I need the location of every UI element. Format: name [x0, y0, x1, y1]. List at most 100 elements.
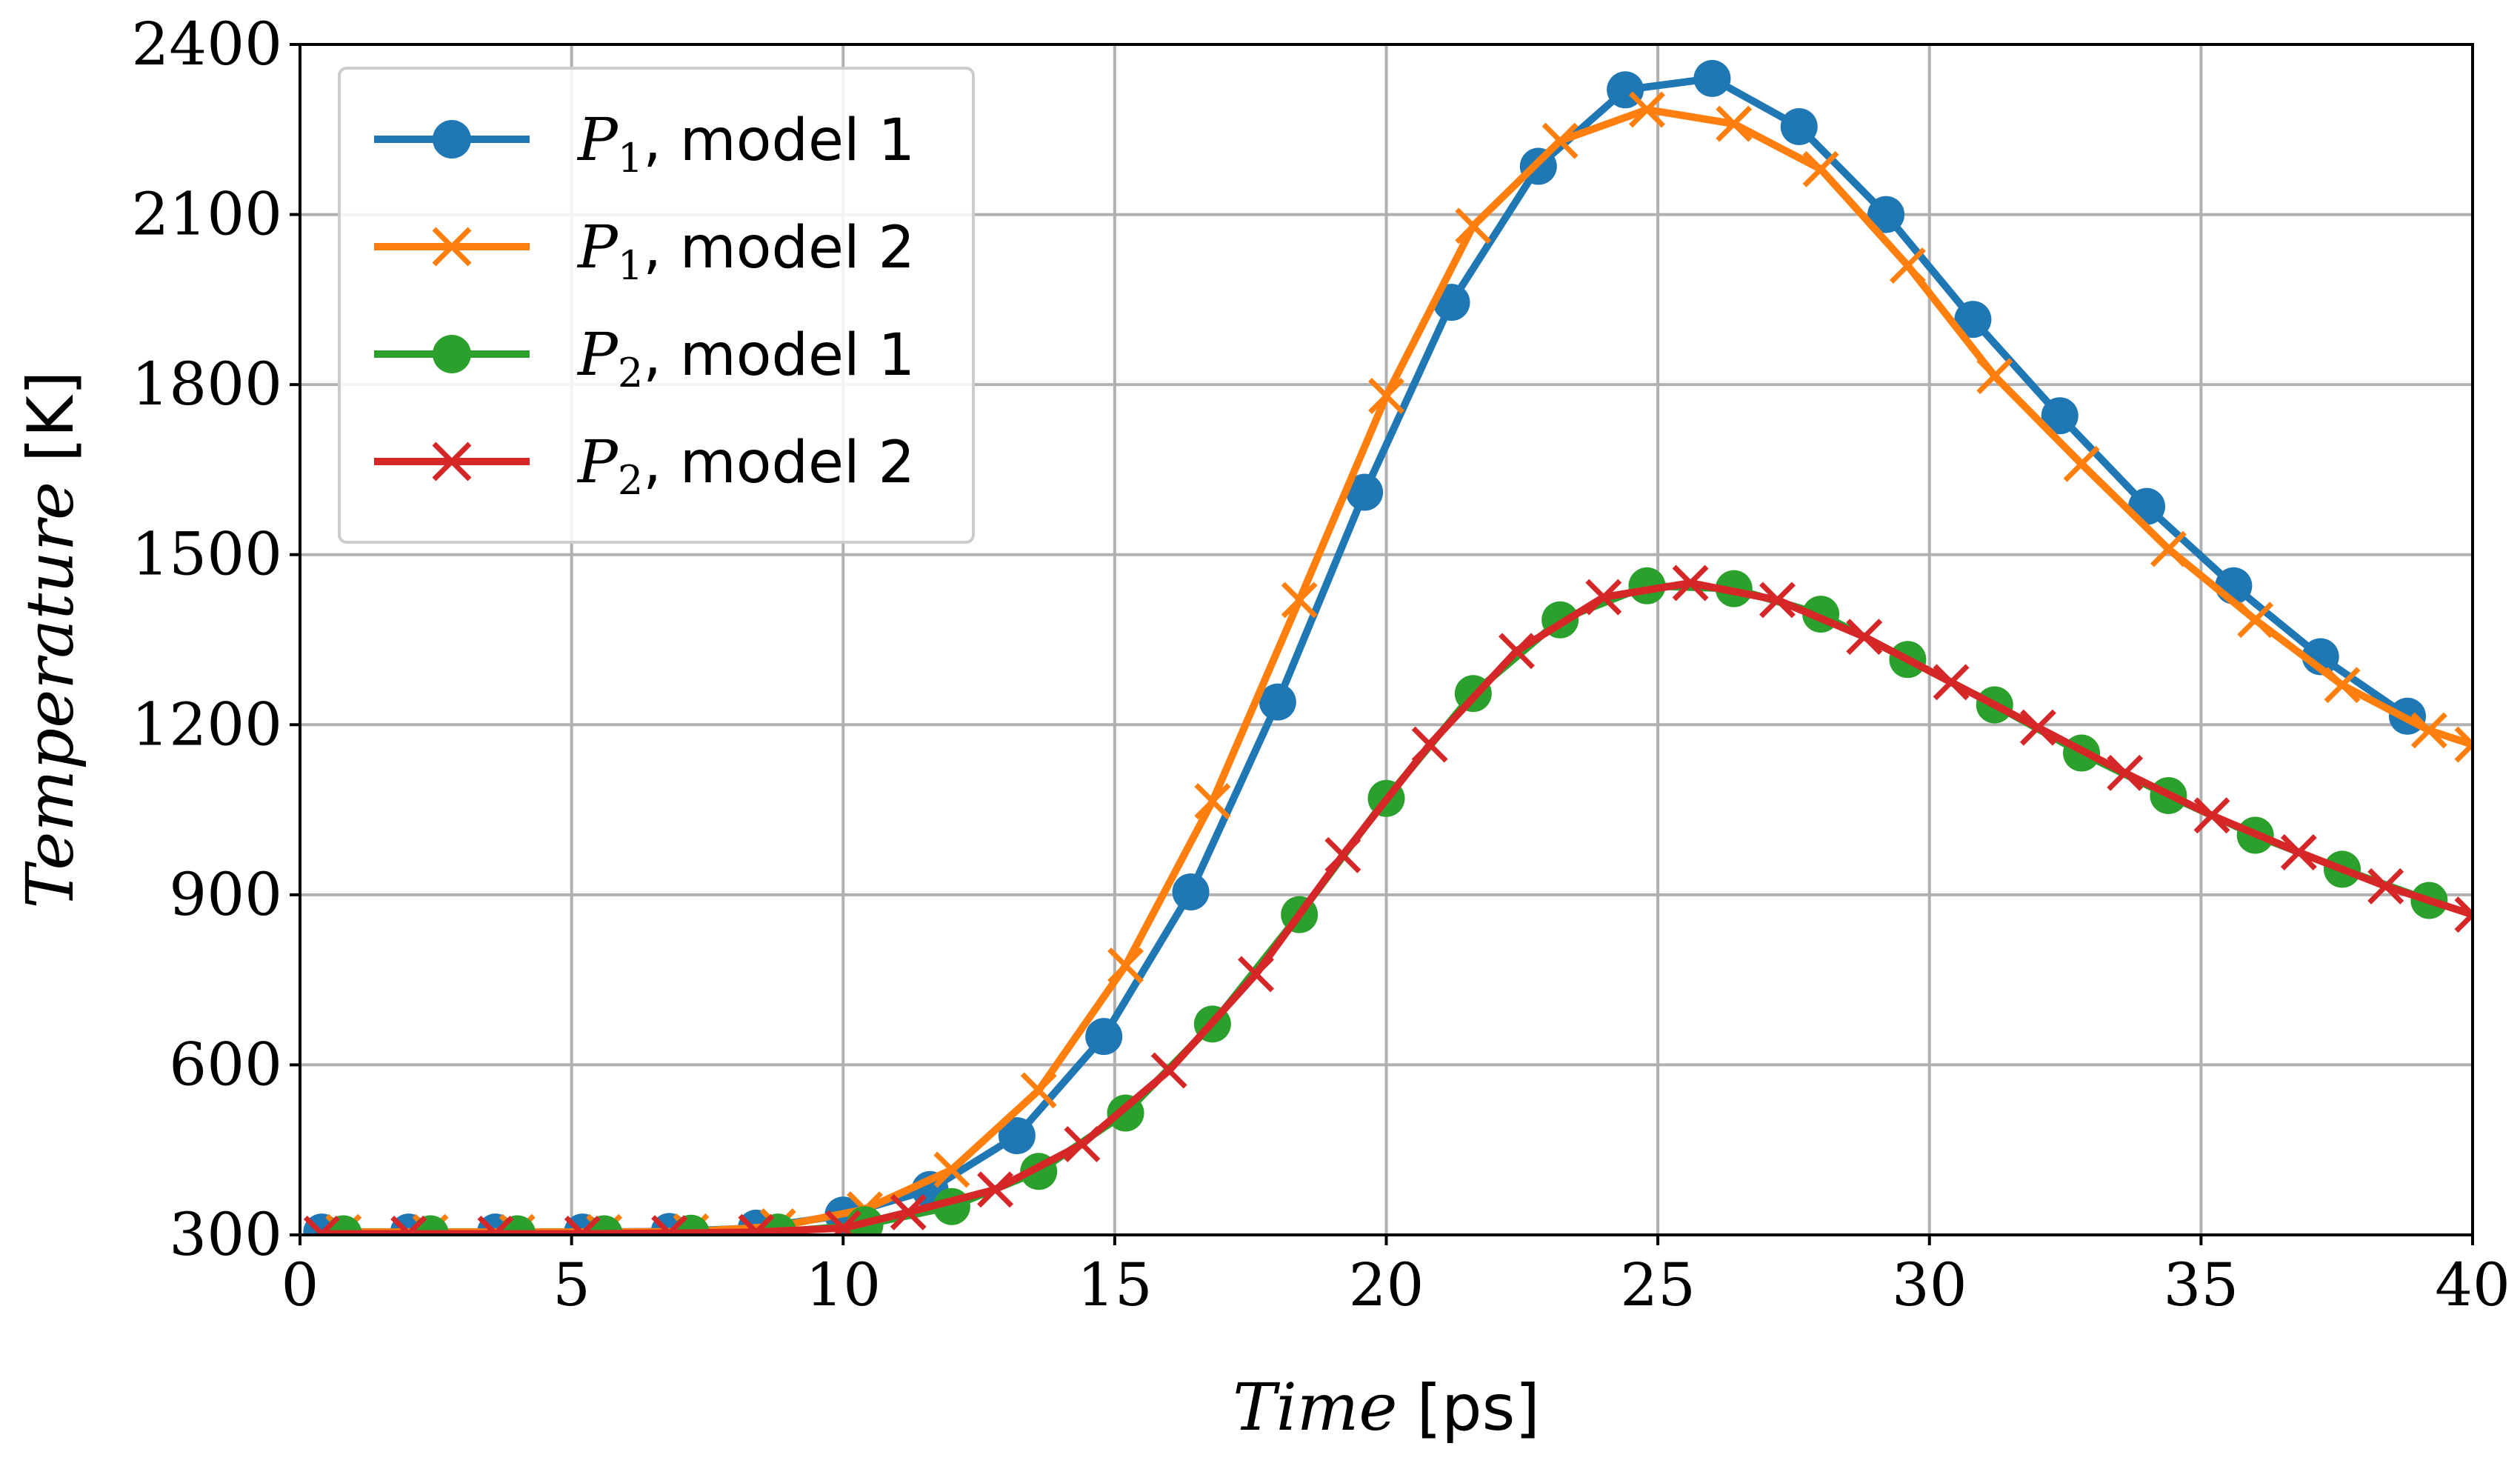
data-point [2041, 397, 2079, 435]
data-point [1172, 873, 1210, 911]
x-tick-label: 10 [805, 1250, 881, 1319]
data-point [1672, 564, 1709, 602]
legend-symbol: P [576, 427, 619, 496]
data-point [1324, 836, 1361, 873]
data-point [824, 1210, 861, 1235]
series-4 [303, 564, 2473, 1235]
data-point [2454, 896, 2473, 933]
y-tick-label: 2400 [131, 10, 282, 79]
x-tick-label: 0 [281, 1250, 319, 1319]
y-axis-label: Temperature [12, 482, 88, 909]
data-point [1846, 619, 1883, 656]
data-point [1693, 59, 1731, 97]
data-point [1759, 582, 1796, 619]
x-tick-label: 40 [2435, 1250, 2510, 1319]
data-point [1368, 377, 1404, 414]
y-axis-unit: [K] [14, 370, 88, 462]
legend-symbol: P [576, 213, 619, 282]
data-point [998, 1117, 1036, 1155]
data-point [2237, 602, 2274, 639]
x-axis-label: Time [1233, 1369, 1397, 1445]
data-point [1499, 633, 1535, 670]
legend-model: , model 2 [643, 430, 915, 496]
y-tick-label: 1500 [131, 520, 282, 589]
legend-label: P2, model 1 [576, 320, 915, 396]
legend-label: P2, model 2 [576, 427, 915, 504]
legend-subscript: 1 [618, 135, 643, 181]
legend-model: , model 1 [643, 322, 915, 389]
legend-item-4: P2, model 2 [374, 427, 915, 504]
data-point [1585, 579, 1622, 616]
data-point [2280, 833, 2317, 870]
y-tick-label: 2100 [131, 180, 282, 249]
data-point [1933, 664, 1970, 701]
legend-subscript: 2 [618, 457, 643, 504]
x-tick-label: 25 [1620, 1250, 1696, 1319]
y-tick-label: 900 [169, 860, 282, 929]
legend-model: , model 2 [643, 215, 915, 282]
data-point [1238, 956, 1274, 993]
legend-subscript: 1 [618, 242, 643, 289]
legend-items: P1, model 1P1, model 2P2, model 1P2, mod… [374, 105, 915, 504]
data-point [2193, 797, 2230, 834]
legend-item-2: P1, model 2 [374, 213, 915, 289]
y-tick-label: 300 [169, 1200, 282, 1269]
x-tick-label: 35 [2163, 1250, 2239, 1319]
legend-marker [432, 442, 472, 482]
x-tick-label: 5 [553, 1250, 590, 1319]
data-point [1455, 207, 1492, 244]
data-point [738, 1213, 775, 1235]
x-axis-unit: [ps] [1416, 1371, 1540, 1445]
legend-marker [433, 120, 471, 159]
data-point [2454, 726, 2473, 763]
data-point [1802, 150, 1839, 187]
data-point [933, 1151, 970, 1188]
legend-symbol: P [576, 105, 619, 174]
data-point [1954, 301, 1992, 339]
data-point [1020, 1072, 1057, 1109]
legend-label: P1, model 2 [576, 213, 915, 289]
y-tick-label: 1800 [131, 350, 282, 419]
data-point [1716, 105, 1753, 142]
data-point [1281, 582, 1318, 619]
data-point [2150, 530, 2187, 567]
data-point [1780, 107, 1818, 145]
data-point [1867, 196, 1905, 233]
data-point [1628, 91, 1665, 128]
legend: P1, model 1P1, model 2P2, model 1P2, mod… [338, 67, 975, 544]
axis-ticks: 0 5 10 15 20 25 30 35 40 300 600 900 1200 1500 1800 210… [131, 10, 2510, 1319]
data-point [2107, 754, 2144, 791]
data-point [2324, 667, 2361, 704]
x-axis-title: Time [ps] [1233, 1369, 1540, 1445]
legend-box [338, 67, 975, 544]
y-axis-title: Temperature [K] [12, 370, 88, 908]
data-point [2063, 445, 2100, 482]
x-tick-label: 30 [1892, 1250, 1967, 1319]
data-point [1259, 683, 1296, 721]
data-point [651, 1215, 688, 1235]
data-point [1411, 726, 1448, 763]
legend-symbol: P [576, 320, 619, 389]
data-point [1346, 473, 1384, 511]
data-point [1889, 247, 1926, 284]
y-tick-label: 600 [169, 1030, 282, 1099]
legend-model: , model 1 [643, 107, 915, 174]
data-point [1976, 358, 2013, 395]
data-point [1107, 947, 1144, 984]
data-point [1194, 783, 1231, 820]
data-point [977, 1171, 1014, 1208]
series-line [318, 579, 2473, 1235]
legend-item-3: P2, model 1 [374, 320, 915, 396]
data-point [1541, 122, 1579, 159]
data-point [1150, 1052, 1187, 1089]
x-tick-label: 20 [1349, 1250, 1424, 1319]
data-point [2410, 712, 2447, 749]
y-tick-label: 1200 [131, 690, 282, 759]
series-group [303, 59, 2473, 1235]
data-point [2367, 867, 2404, 905]
data-point [890, 1193, 927, 1230]
legend-item-1: P1, model 1 [374, 105, 915, 181]
legend-marker [432, 227, 472, 267]
legend-label: P1, model 1 [576, 105, 915, 181]
